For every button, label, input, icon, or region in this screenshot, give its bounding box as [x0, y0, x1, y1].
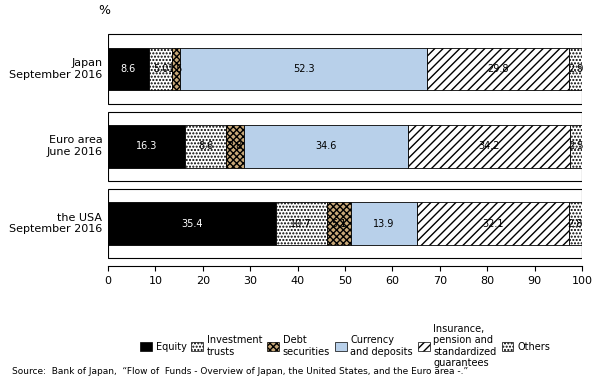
Bar [179, 48, 427, 90]
Text: 13.9: 13.9 [373, 218, 394, 228]
Text: %: % [98, 4, 110, 17]
Bar [350, 202, 416, 245]
Bar [108, 125, 185, 168]
Bar [185, 125, 226, 168]
Text: 16.3: 16.3 [136, 141, 157, 151]
Text: 2.5: 2.5 [568, 141, 584, 151]
Text: 10.7: 10.7 [290, 218, 312, 228]
Bar [408, 125, 570, 168]
Text: 3.8: 3.8 [227, 141, 242, 151]
Text: Source:  Bank of Japan,  “Flow of  Funds - Overview of Japan, the United States,: Source: Bank of Japan, “Flow of Funds - … [12, 367, 468, 376]
Text: 34.6: 34.6 [316, 141, 337, 151]
Bar [226, 125, 244, 168]
Bar [149, 48, 172, 90]
Bar [326, 202, 350, 245]
Text: 2.8: 2.8 [568, 218, 583, 228]
Text: 35.4: 35.4 [181, 218, 203, 228]
Bar [108, 189, 582, 258]
Text: 34.2: 34.2 [478, 141, 500, 151]
Legend: Equity, Investment
trusts, Debt
securities, Currency
and deposits, Insurance,
pe: Equity, Investment trusts, Debt securiti… [140, 323, 550, 368]
Text: 29.8: 29.8 [487, 64, 509, 74]
Text: 1.5: 1.5 [169, 64, 184, 74]
Text: 5.0: 5.0 [153, 64, 169, 74]
Bar [244, 125, 408, 168]
Text: 32.1: 32.1 [482, 218, 503, 228]
Bar [108, 112, 582, 181]
Bar [172, 48, 179, 90]
Bar [108, 202, 276, 245]
Text: 52.3: 52.3 [293, 64, 314, 74]
Bar [416, 202, 569, 245]
Bar [108, 34, 582, 104]
Text: 5.1: 5.1 [331, 218, 346, 228]
Bar [570, 125, 582, 168]
Bar [108, 48, 149, 90]
Bar [569, 48, 583, 90]
Text: 8.6: 8.6 [121, 64, 136, 74]
Bar [276, 202, 326, 245]
Bar [569, 202, 582, 245]
Text: 2.9: 2.9 [568, 64, 583, 74]
Text: 8.6: 8.6 [198, 141, 213, 151]
Bar [427, 48, 569, 90]
